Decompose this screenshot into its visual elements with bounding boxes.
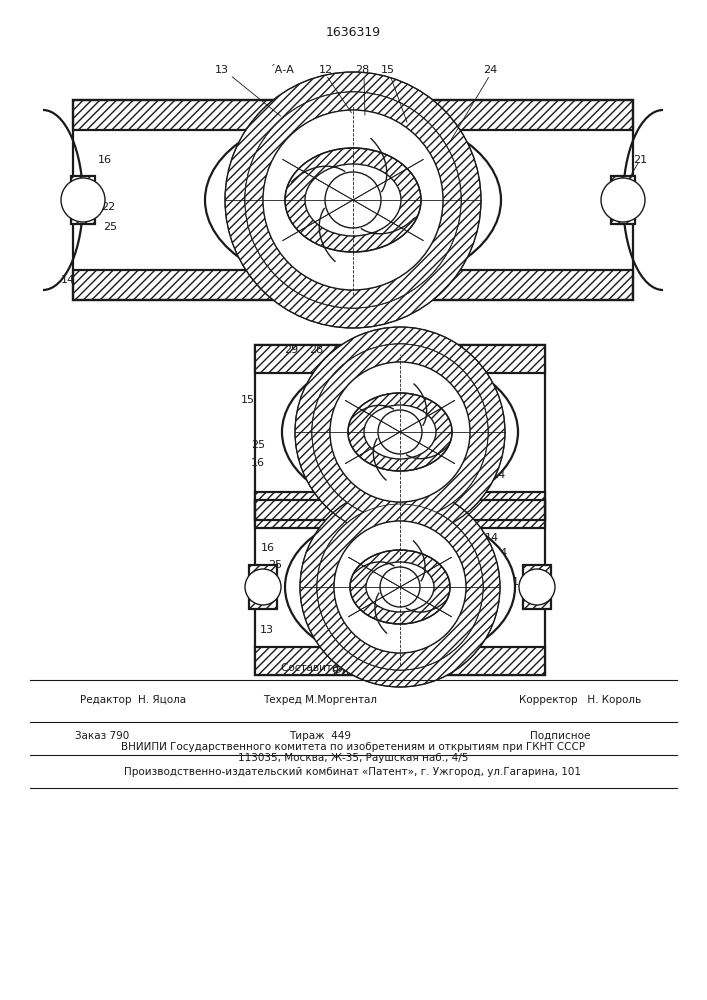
Text: 25: 25 [268,560,282,570]
Bar [523,565,551,609]
Circle shape [312,344,488,520]
Text: 16: 16 [98,155,112,165]
Text: Редактор  Н. Яцола: Редактор Н. Яцола [80,695,186,705]
Ellipse shape [366,562,434,612]
Circle shape [601,178,645,222]
Text: ВНИИПИ Государственного комитета по изобретениям и открытиям при ГКНТ СССР: ВНИИПИ Государственного комитета по изоб… [121,742,585,752]
Bar [249,565,277,609]
Text: 28: 28 [309,345,323,355]
Text: ´А-А: ´А-А [269,65,294,75]
Text: 21: 21 [633,155,647,165]
Bar [71,176,95,224]
Circle shape [245,569,281,605]
Text: Техред М.Моргентал: Техред М.Моргентал [263,695,377,705]
Ellipse shape [285,510,515,664]
Text: Тираж  449: Тираж 449 [289,731,351,741]
Bar [73,100,633,130]
Circle shape [519,569,555,605]
Bar [255,647,545,674]
Ellipse shape [364,405,436,459]
Bar [255,344,545,372]
Text: 1636319: 1636319 [325,25,380,38]
Text: 12: 12 [319,65,333,75]
Ellipse shape [350,550,450,624]
Text: 25: 25 [103,222,117,232]
Text: 25: 25 [251,440,265,450]
Ellipse shape [282,354,518,510]
Circle shape [263,110,443,290]
Text: А-А: А-А [346,497,366,507]
Circle shape [325,172,381,228]
Text: 16: 16 [251,458,265,468]
Text: 15: 15 [488,433,502,443]
Wedge shape [295,327,505,537]
Bar [255,499,545,528]
Wedge shape [317,504,483,670]
Bar [611,176,635,224]
Text: 16: 16 [283,277,297,287]
Ellipse shape [285,148,421,252]
Bar [73,270,633,300]
Text: Фиг.5: Фиг.5 [332,664,369,676]
Bar [255,499,545,528]
Ellipse shape [205,110,501,290]
Text: Фиг.4: Фиг.4 [332,508,369,520]
Text: 13: 13 [260,625,274,635]
Text: 15: 15 [461,602,475,612]
Text: 21: 21 [505,577,519,587]
Bar [523,565,551,609]
Text: 113035, Москва, Ж-35, Раушская наб., 4/5: 113035, Москва, Ж-35, Раушская наб., 4/5 [238,753,468,763]
Text: 13: 13 [215,65,229,75]
Circle shape [380,567,420,607]
Bar [73,270,633,300]
Bar [255,491,545,520]
Bar [255,344,545,520]
Text: Корректор   Н. Король: Корректор Н. Король [519,695,641,705]
Circle shape [378,410,422,454]
Text: Производственно-издательский комбинат «Патент», г. Ужгород, ул.Гагарина, 101: Производственно-издательский комбинат «П… [124,767,581,777]
Text: 24: 24 [483,65,497,75]
Bar [73,100,633,130]
Bar [73,100,633,300]
Circle shape [330,362,470,502]
Wedge shape [312,344,488,520]
Wedge shape [300,487,500,687]
Text: А-А: А-А [332,345,351,355]
Text: Составитель  Н. Куликова: Составитель Н. Куликова [281,663,425,673]
Bar [249,565,277,609]
Text: 16: 16 [261,543,275,553]
Bar [255,499,545,674]
Wedge shape [225,72,481,328]
Bar [71,176,95,224]
Text: 29: 29 [284,345,298,355]
Text: 22: 22 [258,582,272,592]
Text: 28: 28 [355,65,369,75]
Text: 14: 14 [61,275,75,285]
Bar [255,491,545,520]
Circle shape [334,521,466,653]
Text: 15: 15 [381,65,395,75]
Circle shape [245,92,461,308]
Ellipse shape [348,393,452,471]
Text: 14: 14 [485,533,499,543]
Wedge shape [245,92,461,308]
Circle shape [317,504,483,670]
Circle shape [61,178,105,222]
Text: Фиг.3: Фиг.3 [309,294,346,306]
Bar [255,647,545,674]
Text: 12: 12 [395,497,409,507]
Text: 15: 15 [241,395,255,405]
Text: 24: 24 [491,470,505,480]
Text: 24: 24 [493,548,507,558]
Bar [255,344,545,372]
Text: Заказ 790: Заказ 790 [75,731,129,741]
Text: 22: 22 [101,202,115,212]
Text: Подписное: Подписное [530,731,590,741]
Ellipse shape [305,164,401,236]
Bar [611,176,635,224]
